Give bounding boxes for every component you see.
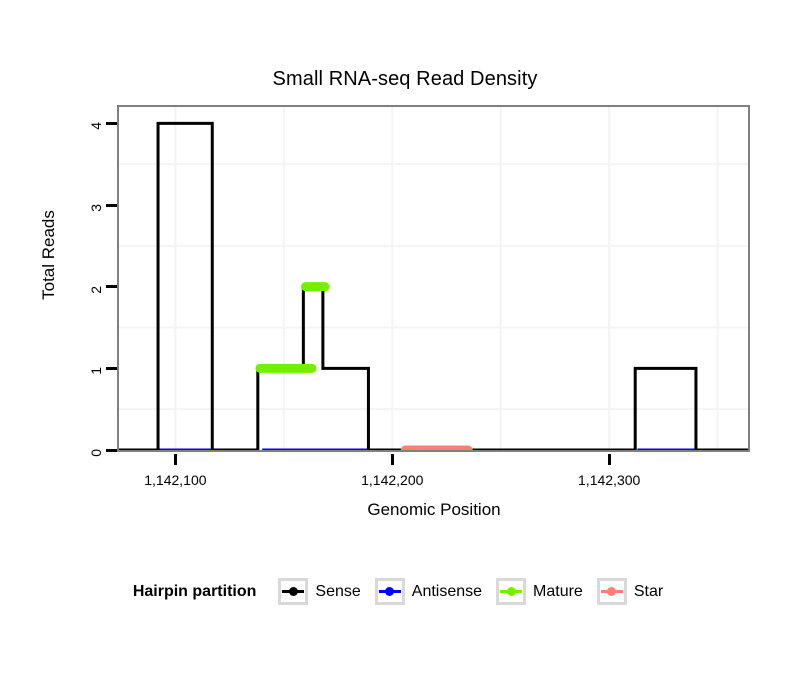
series-line-sense — [119, 121, 748, 450]
y-tick-mark — [106, 285, 117, 289]
legend-key-dot — [506, 587, 516, 596]
y-tick-mark — [106, 203, 117, 207]
legend-label: Antisense — [411, 582, 483, 600]
legend-item-star[interactable]: Star — [596, 578, 664, 605]
x-tick-mark — [607, 454, 611, 465]
x-axis-label: Genomic Position — [367, 500, 501, 519]
legend-key-antisense-icon — [374, 578, 405, 605]
x-tick-mark — [390, 454, 394, 465]
legend-key-dot — [607, 587, 617, 596]
plot-panel — [117, 105, 750, 452]
legend-item-sense[interactable]: Sense — [278, 578, 361, 605]
y-tick-mark — [106, 448, 117, 452]
legend-title: Hairpin partition — [132, 582, 257, 600]
y-axis-label: Total Reads — [39, 210, 58, 300]
y-tick-mark — [106, 121, 117, 125]
legend-items: Sense Antisense Mature Star — [278, 578, 677, 605]
y-tick-label: 2 — [88, 285, 104, 294]
legend-key-dot — [385, 587, 395, 596]
y-tick-label: 1 — [88, 367, 104, 376]
plot-area — [119, 107, 748, 450]
x-tick-label: 1,142,300 — [578, 472, 641, 488]
x-tick-mark — [173, 454, 177, 465]
legend-key-star-icon — [596, 578, 627, 605]
x-tick-label: 1,142,200 — [361, 472, 424, 488]
legend-key-dot — [288, 587, 298, 596]
legend-key-mature-icon — [496, 578, 527, 605]
legend-label: Star — [633, 582, 664, 600]
y-tick-label: 3 — [88, 204, 104, 212]
y-tick-label: 0 — [88, 449, 104, 457]
legend-label: Mature — [533, 582, 583, 600]
x-tick-label: 1,142,100 — [144, 472, 207, 488]
legend-item-mature[interactable]: Mature — [496, 578, 583, 605]
chart-title: Small RNA-seq Read Density — [272, 68, 538, 90]
chart-legend: Hairpin partition Sense Antisense Mature St… — [0, 578, 810, 605]
legend-label: Sense — [315, 582, 361, 600]
y-tick-mark — [106, 366, 117, 370]
legend-key-sense-icon — [278, 578, 309, 605]
y-tick-label: 4 — [88, 122, 104, 131]
legend-item-antisense[interactable]: Antisense — [374, 578, 483, 605]
